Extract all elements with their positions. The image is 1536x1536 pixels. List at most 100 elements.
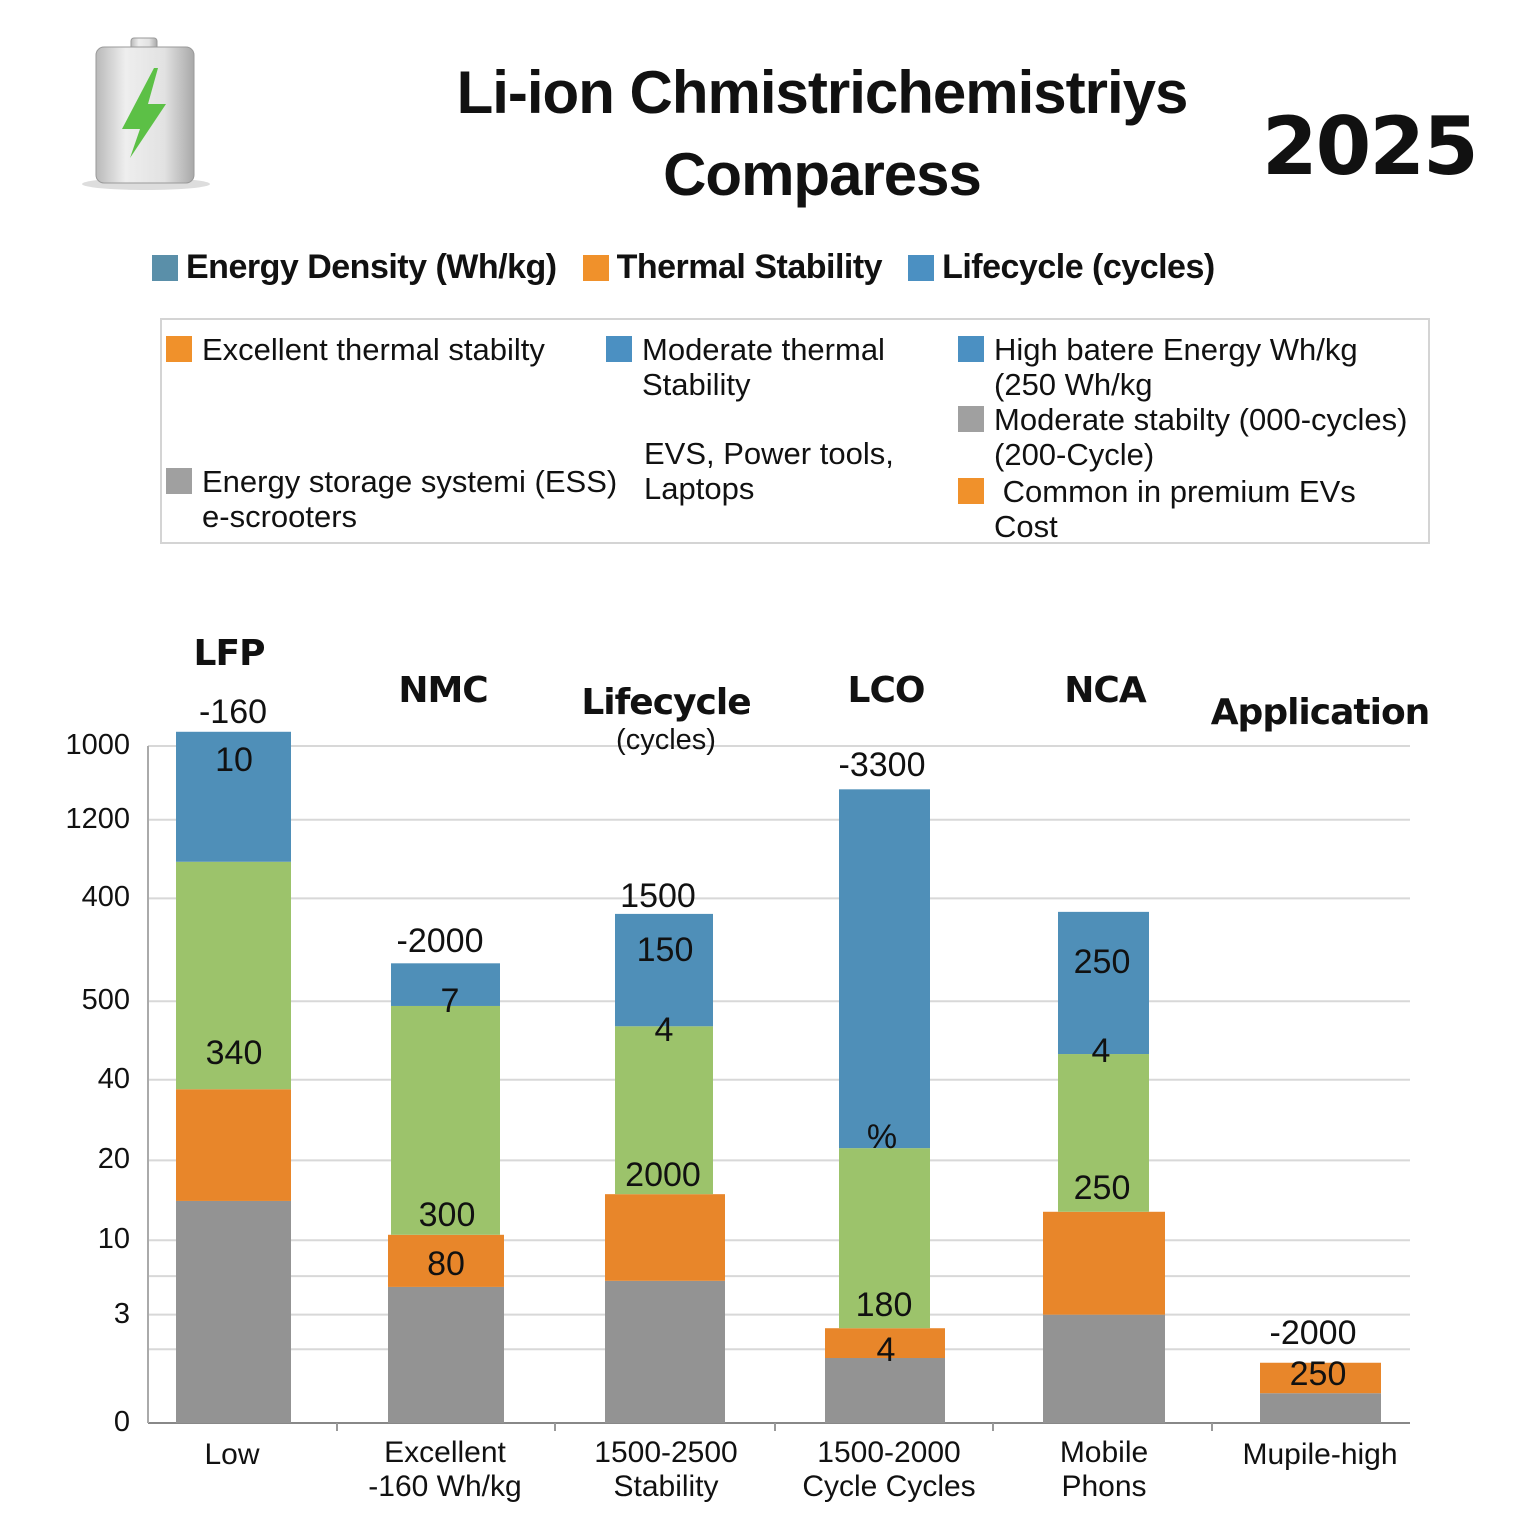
x-tick-label: Low	[204, 1438, 260, 1471]
x-tick-label: Mupile-high	[1242, 1438, 1398, 1471]
legend-note: Common in premium EVs Cost	[958, 474, 1356, 544]
column-header: Lifecycle	[581, 682, 751, 723]
legend-note-line: e-scrooters	[202, 499, 358, 534]
data-label: 300	[418, 1196, 476, 1234]
bar-0-green-segment	[176, 861, 291, 1090]
legend-note-line: Laptops	[644, 471, 755, 506]
chart-title: Li-ion Chmistrichemistriys Comparess	[382, 52, 1262, 216]
x-tick-label: Cycle Cycles	[802, 1470, 976, 1503]
x-tick-label: -160 Wh/kg	[368, 1470, 522, 1503]
legend-label: Energy Density (Wh/kg)	[186, 248, 557, 286]
bar-1-blue-segment	[391, 963, 500, 1006]
column-subheader: (cycles)	[616, 724, 716, 756]
legend-note-line: Moderate thermal	[642, 332, 885, 367]
data-label: -2000	[396, 922, 484, 960]
year-label: 2025	[1262, 100, 1479, 193]
title-line-2: Comparess	[663, 141, 982, 208]
column-header: LFP	[193, 633, 266, 674]
data-label: 180	[855, 1286, 913, 1324]
y-tick-label: 0	[113, 1406, 130, 1438]
bar-1-orange-segment	[388, 1234, 504, 1287]
bar-4-blue-segment	[1058, 911, 1149, 1055]
data-label: 4	[654, 1011, 674, 1049]
legend-swatch	[958, 336, 984, 362]
legend-box: Excellent thermal stabilty Moderate therm…	[160, 318, 1430, 544]
bar-0-gray-segment	[176, 1200, 291, 1423]
y-tick-label: 1200	[65, 802, 130, 835]
battery-charging-icon	[78, 34, 218, 199]
bar-3-gray-segment	[825, 1358, 945, 1423]
legend-note-line: Stability	[642, 367, 751, 402]
legend-item: Thermal Stability	[582, 248, 883, 287]
legend-swatch	[166, 336, 192, 362]
bar-5-orange-segment	[1260, 1362, 1381, 1394]
data-label: 2000	[625, 1156, 701, 1194]
legend-note-line: Cost	[994, 509, 1058, 544]
legend-note: Excellent thermal stabilty	[166, 332, 545, 367]
bar-2-gray-segment	[605, 1280, 725, 1423]
data-label: 4	[1091, 1032, 1111, 1070]
column-header: Application	[1210, 692, 1431, 733]
legend-swatch	[606, 336, 632, 362]
data-label: 150	[636, 931, 694, 969]
bar-0-orange-segment	[176, 1089, 291, 1201]
x-tick-label: Mobile	[1059, 1436, 1149, 1469]
legend-swatch	[958, 406, 984, 432]
legend-note-line: (200-Cycle)	[994, 437, 1155, 472]
data-label: -2000	[1269, 1314, 1357, 1352]
bar-2-orange-segment	[605, 1194, 725, 1281]
legend-note: High batere Energy Wh/kg (250 Wh/kg	[958, 332, 1358, 402]
bar-3-blue-segment	[839, 789, 930, 1149]
column-header: NMC	[398, 670, 488, 711]
legend-note: Energy storage systemi (ESS) e-scrooters	[166, 464, 617, 534]
x-tick-label: 1500-2500	[594, 1436, 738, 1469]
legend-note-line: Excellent thermal stabilty	[202, 332, 545, 367]
legend-note: EVS, Power tools, Laptops	[644, 436, 894, 506]
legend-item: Lifecycle (cycles)	[908, 248, 1215, 287]
data-label: 4	[876, 1331, 896, 1369]
legend-note-line: High batere Energy Wh/kg	[994, 332, 1358, 367]
x-tick-label: Excellent	[384, 1436, 506, 1469]
data-label: 80	[427, 1245, 465, 1283]
x-tick-label: Stability	[613, 1470, 719, 1503]
legend-note-line: Energy storage systemi (ESS)	[202, 464, 618, 499]
legend-note: Moderate stabilty (000-cycles) (200-Cycle…	[958, 402, 1408, 472]
data-label: -3300	[838, 746, 926, 784]
y-tick-label: 40	[97, 1062, 130, 1095]
legend-note-line: Common in premium EVs	[994, 474, 1356, 509]
y-tick-label: 500	[81, 984, 130, 1017]
column-header: NCA	[1064, 670, 1146, 711]
x-tick-label: Phons	[1061, 1470, 1147, 1503]
bar-3-green-segment	[839, 1148, 930, 1329]
data-label: 250	[1073, 943, 1131, 981]
title-line-1: Li-ion Chmistrichemistriys	[456, 59, 1189, 126]
bar-0-blue-segment	[176, 731, 291, 862]
bar-2-green-segment	[615, 1026, 713, 1195]
legend-label: Lifecycle (cycles)	[942, 248, 1215, 286]
legend-swatch	[152, 254, 178, 281]
bar-4-orange-segment	[1043, 1211, 1165, 1315]
legend-note: Moderate thermal Stability	[606, 332, 885, 402]
column-header: LCO	[847, 670, 926, 711]
data-label: 250	[1073, 1169, 1131, 1207]
legend-note-line: Moderate stabilty (000-cycles)	[994, 402, 1408, 437]
series-legend: Energy Density (Wh/kg) Thermal Stability L…	[152, 248, 1215, 287]
data-label: 340	[205, 1034, 263, 1072]
legend-note-line: (250 Wh/kg	[994, 367, 1153, 402]
y-tick-label: 10	[97, 1223, 130, 1256]
legend-item: Energy Density (Wh/kg)	[152, 248, 557, 287]
bar-1-gray-segment	[388, 1286, 504, 1423]
data-label: 1500	[620, 877, 696, 915]
y-tick-label: 1000	[65, 729, 130, 761]
legend-note-line: EVS, Power tools,	[644, 436, 894, 471]
bar-2-blue-segment	[615, 913, 713, 1027]
data-label: 250	[1289, 1355, 1347, 1393]
bar-1-green-segment	[391, 1005, 500, 1235]
legend-swatch	[908, 254, 935, 281]
bar-4-gray-segment	[1043, 1314, 1165, 1423]
bar-3-orange-segment	[825, 1328, 945, 1359]
legend-label: Thermal Stability	[616, 248, 883, 286]
data-label: 7	[440, 982, 460, 1020]
y-tick-label: 3	[113, 1297, 130, 1330]
